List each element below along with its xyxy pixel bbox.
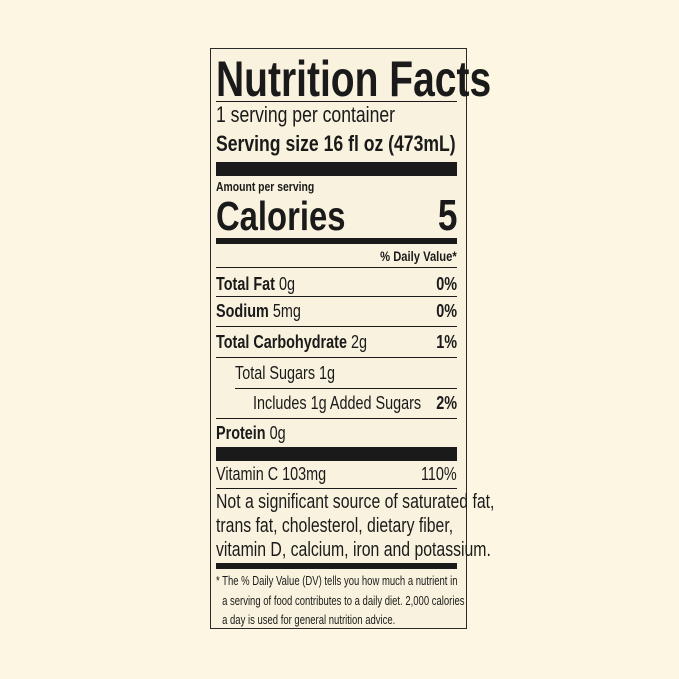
nutrient-dv: 0% xyxy=(436,301,457,321)
daily-value-footnote: * The % Daily Value (DV) tells you how m… xyxy=(216,572,464,631)
nutrient-dv: 2% xyxy=(436,393,457,413)
nutrient-name: Total Fat xyxy=(216,274,275,294)
nutrient-row-total-fat: Total Fat 0g xyxy=(216,275,295,293)
nutrient-row-added-sugars: Includes 1g Added Sugars xyxy=(253,393,422,413)
nutrient-amount: 2g xyxy=(350,332,367,352)
medium-divider xyxy=(216,238,457,244)
label-title: Nutrition Facts xyxy=(216,51,492,107)
thick-divider xyxy=(216,162,457,176)
serving-size-value: 16 fl oz (473mL) xyxy=(323,131,456,156)
divider xyxy=(216,357,457,358)
nutrient-row-total-carbohydrate: Total Carbohydrate 2g xyxy=(216,333,367,351)
nutrient-amount: 5mg xyxy=(272,301,301,321)
nutrition-facts-label: Nutrition Facts 1 serving per container … xyxy=(210,48,494,631)
serving-size-label: Serving size xyxy=(216,131,319,156)
nutrient-amount: 0g xyxy=(278,274,295,294)
note-line: vitamin D, calcium, iron and potassium. xyxy=(216,539,491,561)
not-significant-note: Not a significant source of saturated fa… xyxy=(216,490,494,562)
note-line: Not a significant source of saturated fa… xyxy=(216,491,495,513)
footnote-line: * The % Daily Value (DV) tells you how m… xyxy=(216,574,458,588)
divider xyxy=(216,101,457,102)
nutrient-name: Protein xyxy=(216,423,266,443)
divider xyxy=(216,296,457,297)
amount-per-serving: Amount per serving xyxy=(216,179,315,194)
nutrient-row-total-sugars: Total Sugars 1g xyxy=(235,363,336,383)
vitamin-c-name: Vitamin C 103mg xyxy=(216,464,327,484)
note-line: trans fat, cholesterol, dietary fiber, xyxy=(216,515,454,537)
divider xyxy=(235,388,457,389)
divider xyxy=(216,267,457,268)
divider xyxy=(216,418,457,419)
vitamin-c-dv: 110% xyxy=(421,464,457,484)
thick-divider xyxy=(216,447,457,461)
calories-label: Calories xyxy=(216,193,346,239)
servings-per-container: 1 serving per container xyxy=(216,102,396,127)
serving-size: Serving size 16 fl oz (473mL) xyxy=(216,133,456,155)
nutrient-dv: 0% xyxy=(436,274,457,294)
nutrient-row-protein: Protein 0g xyxy=(216,424,286,442)
footnote-line: a serving of food contributes to a daily… xyxy=(222,593,465,608)
nutrient-row-sodium: Sodium 5mg xyxy=(216,302,301,320)
divider xyxy=(216,488,457,489)
nutrient-amount: 0g xyxy=(269,423,286,443)
medium-divider xyxy=(216,563,457,569)
calories-value: 5 xyxy=(437,191,457,240)
divider xyxy=(216,326,457,327)
nutrient-name: Total Carbohydrate xyxy=(216,332,347,352)
daily-value-header: % Daily Value* xyxy=(380,248,457,264)
nutrient-name: Sodium xyxy=(216,301,269,321)
footnote-line: a day is used for general nutrition advi… xyxy=(222,613,396,627)
nutrient-dv: 1% xyxy=(436,332,457,352)
